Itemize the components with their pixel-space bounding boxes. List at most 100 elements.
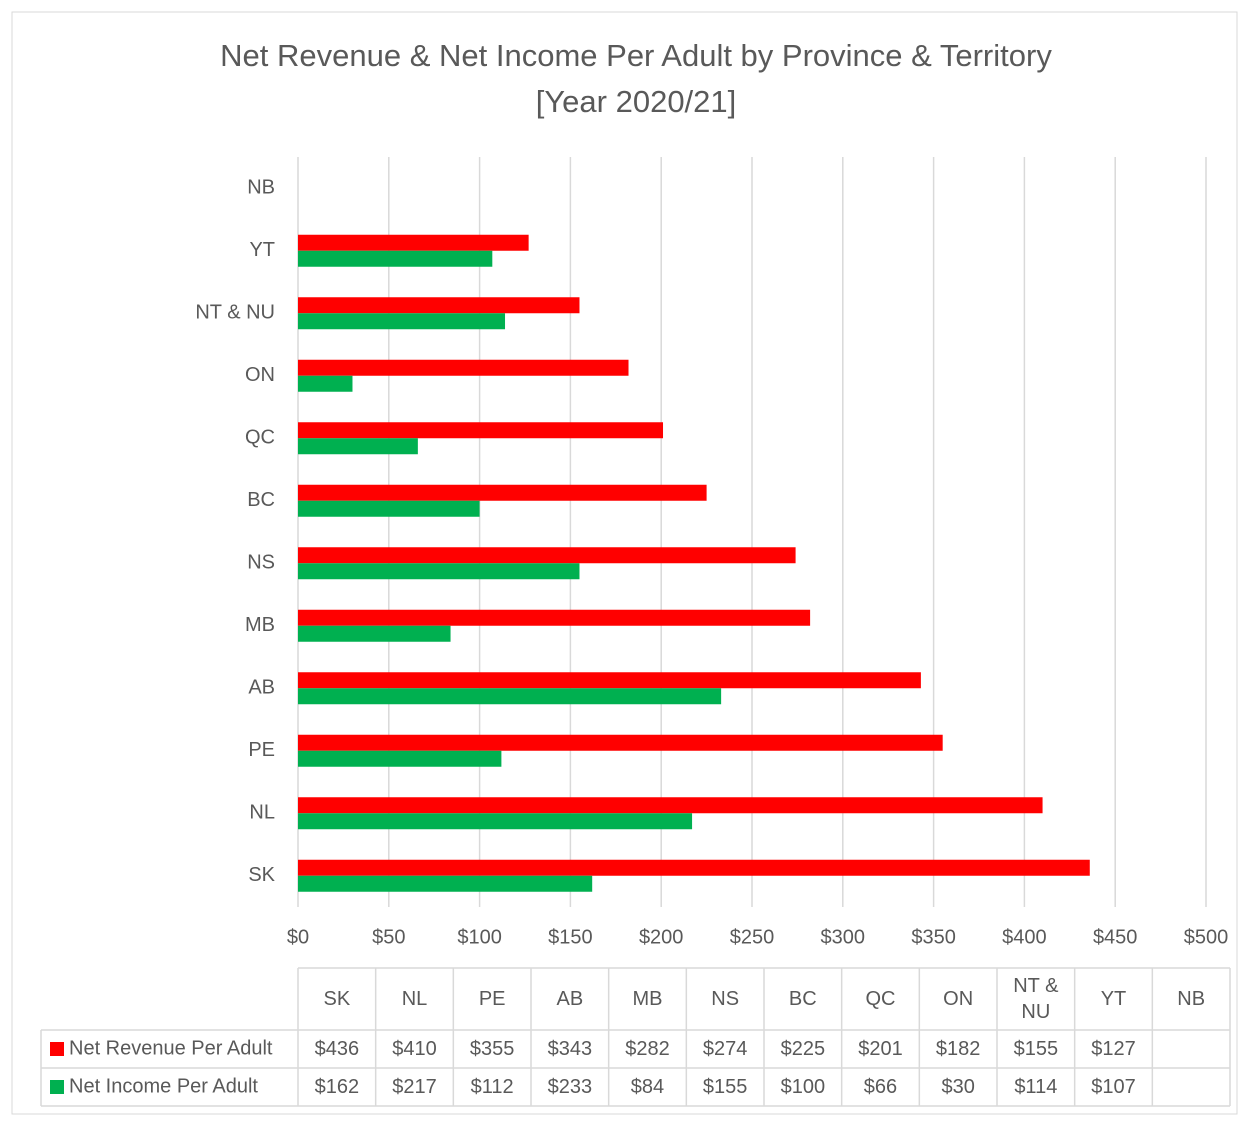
legend-key — [50, 1042, 64, 1056]
y-tick-label: BC — [247, 489, 275, 511]
bar — [298, 734, 943, 751]
table-value: $343 — [547, 1038, 593, 1060]
bar — [298, 609, 811, 626]
table-value: $107 — [1091, 1076, 1136, 1098]
y-tick-label: PE — [248, 739, 275, 761]
bar — [298, 313, 506, 330]
legend-label: Net Income Per Adult — [69, 1075, 258, 1097]
table-header-box: NS — [711, 988, 740, 1010]
bar — [298, 438, 418, 455]
y-tick-label: NS — [247, 552, 275, 574]
table-value: $100 — [780, 1076, 826, 1098]
x-tick-label: $500 — [1184, 926, 1229, 948]
table-value-box: $114 — [1014, 1076, 1058, 1098]
table-value-box: $436 — [315, 1038, 360, 1060]
bar — [298, 563, 580, 580]
bar — [298, 625, 451, 642]
table-header: SK — [323, 988, 351, 1010]
bar — [298, 234, 529, 251]
table-value-box: $201 — [858, 1038, 903, 1060]
table-value: $201 — [858, 1038, 903, 1060]
table-value: $162 — [314, 1076, 360, 1098]
y-tick-label: QC — [245, 427, 275, 449]
bar — [298, 422, 664, 439]
table-header-box: SK — [323, 988, 351, 1010]
table-value: $127 — [1091, 1038, 1136, 1060]
table-value: $410 — [392, 1038, 437, 1060]
table-value-box: $410 — [392, 1038, 437, 1060]
table-value-box: $355 — [469, 1038, 515, 1060]
bar — [298, 875, 593, 892]
bar — [298, 250, 493, 267]
bar — [298, 750, 502, 767]
bar — [298, 375, 353, 392]
table-value-box: $155 — [703, 1076, 748, 1098]
x-tick-label: $150 — [548, 926, 593, 948]
bar — [298, 859, 1090, 876]
table-value: $274 — [702, 1038, 748, 1060]
table-value-box: $217 — [392, 1076, 437, 1098]
table-value-box: $343 — [547, 1038, 593, 1060]
y-tick-label: NT & NU — [195, 302, 275, 324]
table-header-box: NL — [401, 988, 428, 1010]
table-header: NB — [1177, 988, 1206, 1010]
y-tick-label: ON — [245, 364, 275, 386]
table-value: $282 — [625, 1038, 670, 1060]
table-value: $66 — [863, 1076, 898, 1098]
table-value: $30 — [941, 1076, 975, 1098]
table-header-box: YT — [1100, 988, 1127, 1010]
bar — [298, 547, 796, 564]
y-tick-label: MB — [245, 614, 275, 636]
table-header: AB — [556, 988, 584, 1010]
x-tick-label: $300 — [821, 926, 866, 948]
table-value: $233 — [547, 1076, 593, 1098]
table-header: QC — [865, 988, 896, 1010]
x-tick-label: $400 — [1002, 926, 1047, 948]
table-value-box: $100 — [780, 1076, 826, 1098]
table-header-box: NT & NU — [1013, 975, 1059, 1023]
chart-subtitle: [Year 2020/21] — [536, 84, 737, 119]
x-tick-label: $350 — [911, 926, 956, 948]
x-tick-label: $450 — [1093, 926, 1138, 948]
table-header: MB — [632, 988, 663, 1010]
x-tick-label: $0 — [287, 926, 309, 948]
table-header-box: AB — [556, 988, 584, 1010]
table-value-box: $66 — [863, 1076, 898, 1098]
table-header-box: QC — [865, 988, 896, 1010]
bar — [298, 797, 1043, 814]
table-value-box: $282 — [625, 1038, 670, 1060]
table-header: YT — [1100, 988, 1127, 1010]
y-tick-label: YT — [249, 239, 275, 261]
table-header: NL — [401, 988, 428, 1010]
table-value-box: $30 — [941, 1076, 975, 1098]
bar — [298, 500, 480, 517]
bar — [298, 359, 629, 376]
table-header-box: PE — [478, 988, 506, 1010]
table-header: NS — [711, 988, 740, 1010]
bar — [298, 672, 921, 689]
table-value: $155 — [1013, 1038, 1059, 1060]
x-tick-label: $100 — [457, 926, 502, 948]
table-header-box: ON — [943, 988, 973, 1010]
table-header: NT & NU — [1013, 975, 1059, 1023]
legend-key — [50, 1080, 64, 1094]
chart-title: Net Revenue & Net Income Per Adult by Pr… — [220, 38, 1052, 73]
table-value: $355 — [469, 1038, 515, 1060]
bar — [298, 484, 707, 501]
table-value-box: $155 — [1013, 1038, 1059, 1060]
table-header: BC — [788, 988, 817, 1010]
table-value-box: $107 — [1091, 1076, 1136, 1098]
table-value-box: $84 — [630, 1076, 665, 1098]
table-value-box: $162 — [314, 1076, 360, 1098]
bar — [298, 688, 722, 705]
table-value-box: $182 — [936, 1038, 981, 1060]
table-value: $84 — [630, 1076, 665, 1098]
y-tick-label: NL — [249, 802, 275, 824]
table-header-box: BC — [788, 988, 817, 1010]
y-tick-label: SK — [248, 864, 275, 886]
table-value: $114 — [1014, 1076, 1058, 1098]
table-value-box: $112 — [471, 1076, 514, 1098]
table-header: PE — [478, 988, 506, 1010]
bar — [298, 297, 580, 314]
